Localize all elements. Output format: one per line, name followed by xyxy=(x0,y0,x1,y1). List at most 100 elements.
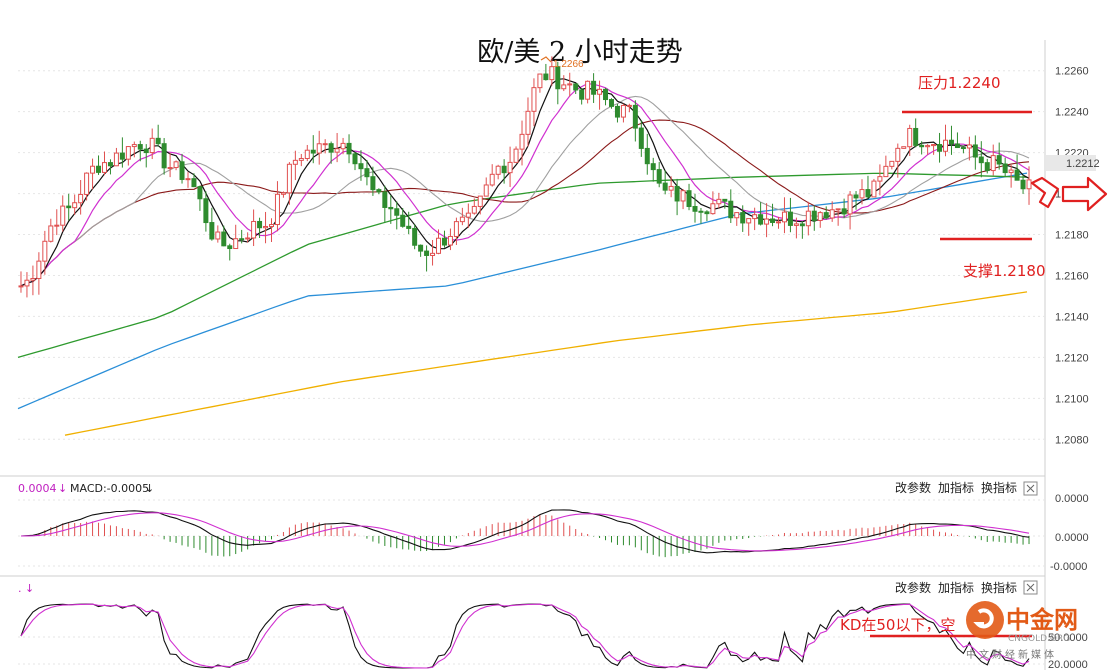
ma-gray-line xyxy=(20,95,1030,287)
candle-body xyxy=(394,208,400,216)
candle-body xyxy=(674,185,680,202)
candle-body xyxy=(883,165,889,178)
candle-body xyxy=(704,211,710,215)
candle-body xyxy=(579,89,585,100)
candle-body xyxy=(668,185,674,191)
candle-body xyxy=(692,206,698,212)
candle-body xyxy=(543,73,549,81)
macd-add-indicator-button[interactable]: 加指标 xyxy=(938,480,974,495)
candle-body xyxy=(346,142,352,155)
candle-body xyxy=(817,212,823,221)
candle-body xyxy=(823,212,829,219)
candle-body xyxy=(72,202,78,209)
kd-tick-50: 50.0000 xyxy=(1048,632,1088,644)
candle-body xyxy=(698,210,704,213)
candle-body xyxy=(680,190,686,202)
candle-body xyxy=(292,159,298,165)
candle-body xyxy=(197,186,203,200)
candle-body xyxy=(948,139,954,145)
candle-body xyxy=(710,203,716,215)
candle-body xyxy=(805,210,811,227)
candle-body xyxy=(298,157,304,161)
candle-body xyxy=(787,211,793,226)
candle-body xyxy=(24,279,30,287)
candle-body xyxy=(758,214,764,225)
kd-add-indicator-button[interactable]: 加指标 xyxy=(938,580,974,595)
macd-dif-value: 0.0004 xyxy=(18,482,57,495)
candle-body xyxy=(966,144,972,149)
candle-body xyxy=(1002,163,1008,174)
high-marker-label: 1.2266 xyxy=(553,59,584,70)
svg-text:中文财经新媒体: 中文财经新媒体 xyxy=(966,648,1057,661)
svg-text:中金网: 中金网 xyxy=(1006,606,1078,634)
candle-body xyxy=(614,105,620,118)
candle-body xyxy=(781,211,787,223)
kd-switch-indicator-button[interactable]: 换指标 xyxy=(981,580,1017,595)
candle-body xyxy=(960,147,966,150)
candle-body xyxy=(54,224,60,227)
candle-body xyxy=(107,162,113,167)
resistance-label: 压力1.2240 xyxy=(918,74,1001,92)
candle-body xyxy=(1008,169,1014,174)
candle-body xyxy=(173,161,179,169)
candle-body xyxy=(209,222,215,240)
macd-change-params-button[interactable]: 改参数 xyxy=(895,480,931,495)
candle-body xyxy=(525,110,531,135)
high-marker-arrow-icon xyxy=(540,56,552,63)
candle-body xyxy=(901,146,907,149)
candle-body xyxy=(913,127,919,146)
kd-close-icon[interactable] xyxy=(1023,580,1038,595)
candle-body xyxy=(60,205,66,226)
macd-close-icon[interactable] xyxy=(1023,481,1038,496)
candle-body xyxy=(626,104,632,107)
candle-body xyxy=(507,161,513,174)
candle-body xyxy=(424,250,430,256)
candle-body xyxy=(990,155,996,172)
candle-body xyxy=(954,143,960,149)
candle-body xyxy=(793,223,799,226)
candle-body xyxy=(280,192,286,195)
price-tick-label: 1.2160 xyxy=(1055,270,1089,282)
price-tick-label: 1.2100 xyxy=(1055,393,1089,405)
candle-body xyxy=(1026,179,1032,190)
candle-body xyxy=(799,223,805,227)
candle-body xyxy=(632,104,638,129)
ma-black-line xyxy=(20,78,1030,287)
candle-body xyxy=(245,237,251,240)
macd-tick-bottom: -0.0000 xyxy=(1050,561,1087,573)
candle-body xyxy=(227,245,233,250)
candle-body xyxy=(865,189,871,198)
candle-body xyxy=(352,153,358,165)
macd-switch-indicator-button[interactable]: 换指标 xyxy=(981,480,1017,495)
candle-body xyxy=(770,218,776,223)
kd-note: KD在50以下，空 xyxy=(840,616,955,634)
macd-tick-top: 0.0000 xyxy=(1055,493,1089,505)
candle-body xyxy=(90,165,96,174)
candle-body xyxy=(203,198,209,224)
candle-body xyxy=(340,142,346,150)
kd-change-params-button[interactable]: 改参数 xyxy=(895,580,931,595)
candle-body xyxy=(251,220,257,239)
candle-body xyxy=(155,137,161,145)
candle-body xyxy=(740,212,746,224)
candle-body xyxy=(513,148,519,163)
candle-body xyxy=(549,66,555,81)
candle-body xyxy=(334,148,340,153)
candle-body xyxy=(477,195,483,207)
candle-body xyxy=(36,260,42,279)
candle-body xyxy=(555,66,561,90)
candle-body xyxy=(591,80,597,95)
candle-body xyxy=(269,224,274,227)
candle-body xyxy=(776,221,781,224)
candle-body xyxy=(859,189,865,199)
candle-body xyxy=(471,205,477,214)
candle-body xyxy=(84,172,90,195)
current-price-label: 1.2212 xyxy=(1066,158,1100,170)
candle-body xyxy=(931,144,937,147)
macd-dif-arrow-icon: ↓ xyxy=(58,482,67,495)
candle-body xyxy=(829,209,835,219)
candle-body xyxy=(18,285,24,288)
macd-tick-mid: 0.0000 xyxy=(1055,532,1089,544)
cngold-logo: 中金网 CNGOLD.ORG 中文财经新媒体 xyxy=(966,601,1078,661)
